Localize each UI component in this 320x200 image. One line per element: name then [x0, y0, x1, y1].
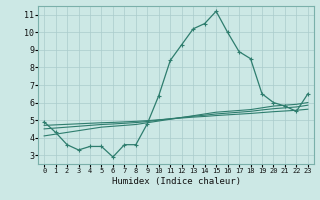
X-axis label: Humidex (Indice chaleur): Humidex (Indice chaleur)	[111, 177, 241, 186]
